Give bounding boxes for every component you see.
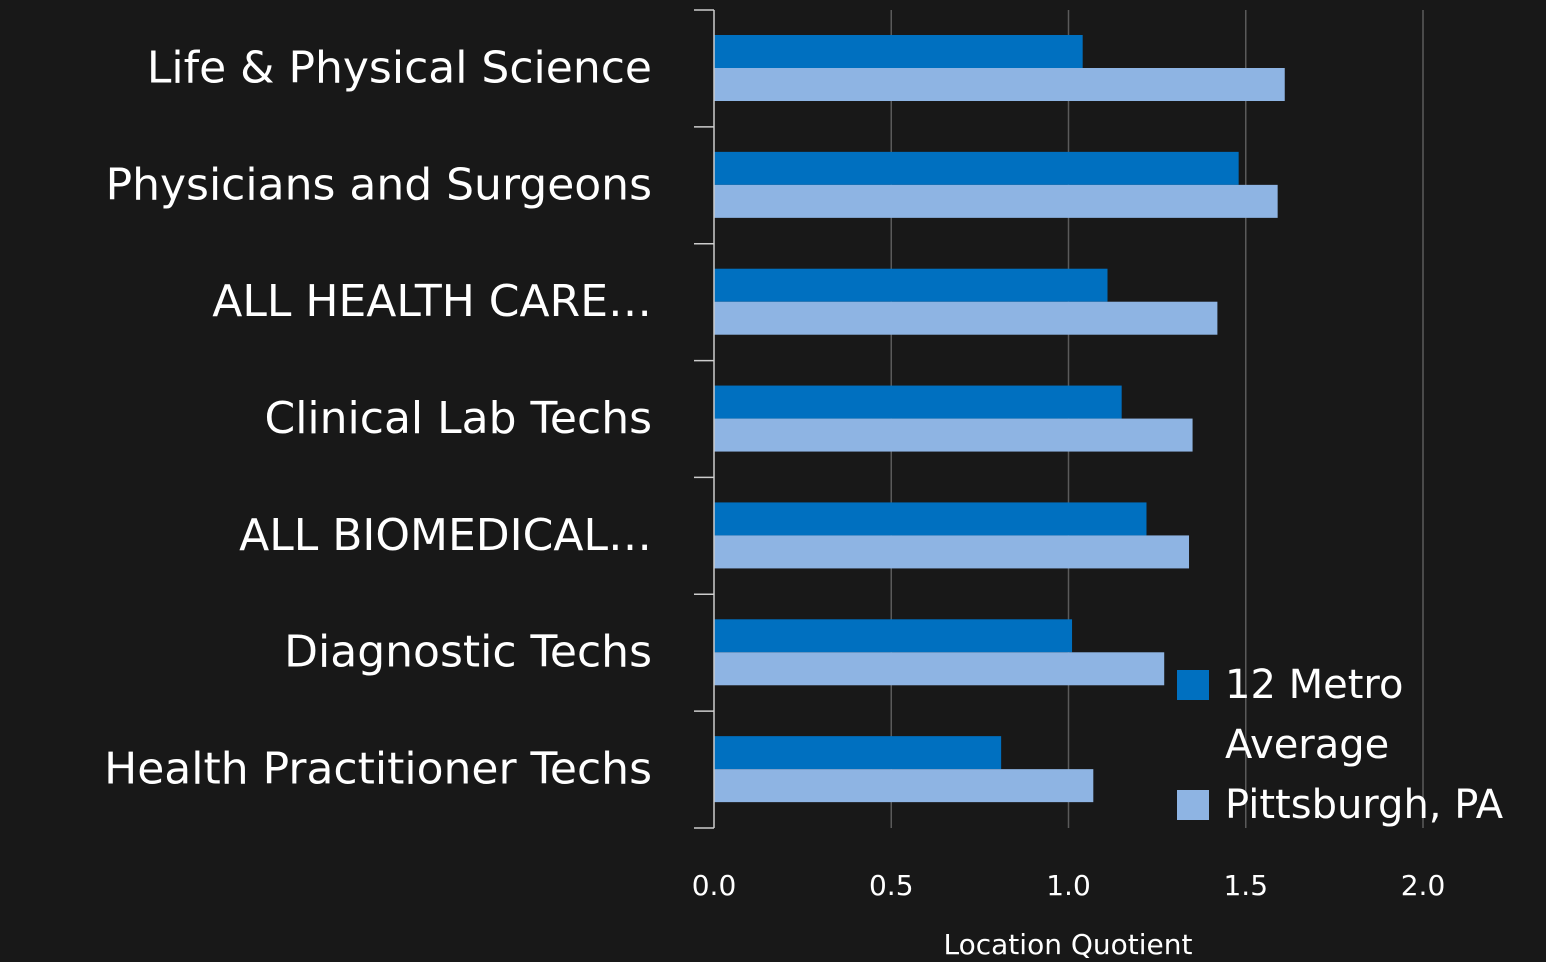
y-tick-label: Clinical Lab Techs: [264, 393, 652, 444]
bar: [714, 184, 1278, 218]
bar: [714, 736, 1002, 770]
bar: [714, 502, 1147, 536]
bar: [714, 535, 1190, 569]
bar: [714, 418, 1193, 452]
y-tick-label: Health Practitioner Techs: [104, 744, 652, 795]
legend-label: Pittsburgh, PA: [1225, 782, 1504, 828]
x-tick-label: 1.0: [1046, 869, 1091, 902]
legend-item: 12 Metro Average: [1177, 655, 1537, 775]
legend: 12 Metro Average Pittsburgh, PA: [1177, 655, 1537, 835]
y-tick-label: Physicians and Surgeons: [106, 159, 652, 210]
bar: [714, 385, 1122, 419]
legend-label: 12 Metro Average: [1225, 662, 1404, 768]
x-tick-label: 1.5: [1223, 869, 1268, 902]
legend-item: Pittsburgh, PA: [1177, 775, 1537, 835]
x-tick-label: 0.5: [869, 869, 914, 902]
bar: [714, 652, 1165, 686]
legend-swatch: [1177, 790, 1209, 820]
x-tick-label: 0.0: [692, 869, 737, 902]
legend-swatch: [1177, 670, 1209, 700]
bar: [714, 151, 1239, 185]
bar: [714, 68, 1285, 101]
bar: [714, 268, 1108, 302]
bar: [714, 301, 1218, 335]
y-tick-label: ALL BIOMEDICAL…: [239, 510, 652, 561]
bar: [714, 769, 1094, 803]
x-axis-title: Location Quotient: [944, 928, 1193, 961]
y-tick-label: Life & Physical Science: [147, 42, 652, 93]
bar: [714, 619, 1073, 653]
y-tick-label: ALL HEALTH CARE…: [212, 276, 652, 327]
y-tick-label: Diagnostic Techs: [284, 627, 652, 678]
bar: [714, 35, 1083, 68]
x-tick-label: 2.0: [1401, 869, 1446, 902]
